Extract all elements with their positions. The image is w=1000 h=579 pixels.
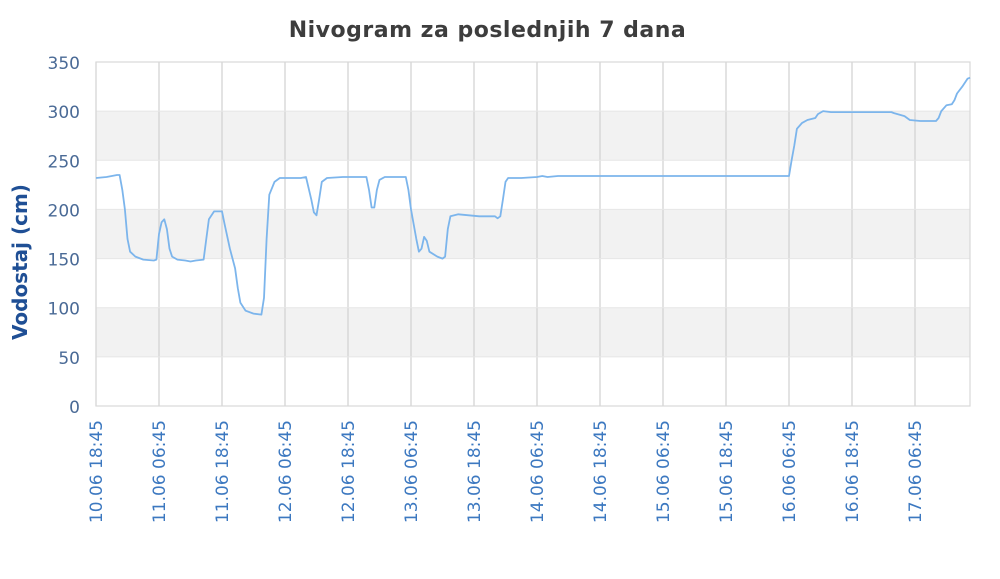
x-tick-label: 11.06 18:45	[213, 420, 233, 523]
plot-band	[96, 111, 970, 161]
y-tick-label: 200	[48, 201, 80, 221]
y-tick-label: 150	[48, 251, 80, 271]
x-tick-label: 16.06 18:45	[843, 420, 863, 523]
x-tick-label: 15.06 06:45	[654, 420, 674, 523]
x-tick-label: 12.06 18:45	[339, 420, 359, 523]
chart-title: Nivogram za poslednjih 7 dana	[288, 18, 687, 43]
y-tick-label: 50	[58, 349, 80, 369]
y-tick-label: 250	[48, 152, 80, 172]
x-tick-label: 14.06 06:45	[528, 420, 548, 523]
x-tick-label: 15.06 18:45	[717, 420, 737, 523]
y-tick-label: 300	[48, 103, 80, 123]
plot-bands	[96, 111, 970, 357]
x-axis-ticks: 10.06 18:45 11.06 06:45 11.06 18:45 12.06 0…	[87, 420, 926, 523]
y-tick-label: 0	[69, 398, 80, 418]
y-tick-label: 350	[48, 54, 80, 74]
plot-band	[96, 307, 970, 357]
plot-frame	[95, 61, 971, 407]
x-tick-label: 14.06 18:45	[591, 420, 611, 523]
x-tick-label: 17.06 06:45	[906, 420, 926, 523]
water-level-line	[95, 76, 971, 316]
x-tick-label: 16.06 06:45	[780, 420, 800, 523]
x-tick-label: 10.06 18:45	[87, 420, 107, 523]
x-tick-label: 11.06 06:45	[150, 420, 170, 523]
x-tick-label: 12.06 06:45	[276, 420, 296, 523]
x-tick-label: 13.06 06:45	[402, 420, 422, 523]
x-tick-label: 13.06 18:45	[465, 420, 485, 523]
y-tick-label: 100	[48, 300, 80, 320]
y-axis-ticks: 0 50 100 150 200 250 300 350	[48, 54, 80, 418]
plot-band	[96, 209, 970, 259]
